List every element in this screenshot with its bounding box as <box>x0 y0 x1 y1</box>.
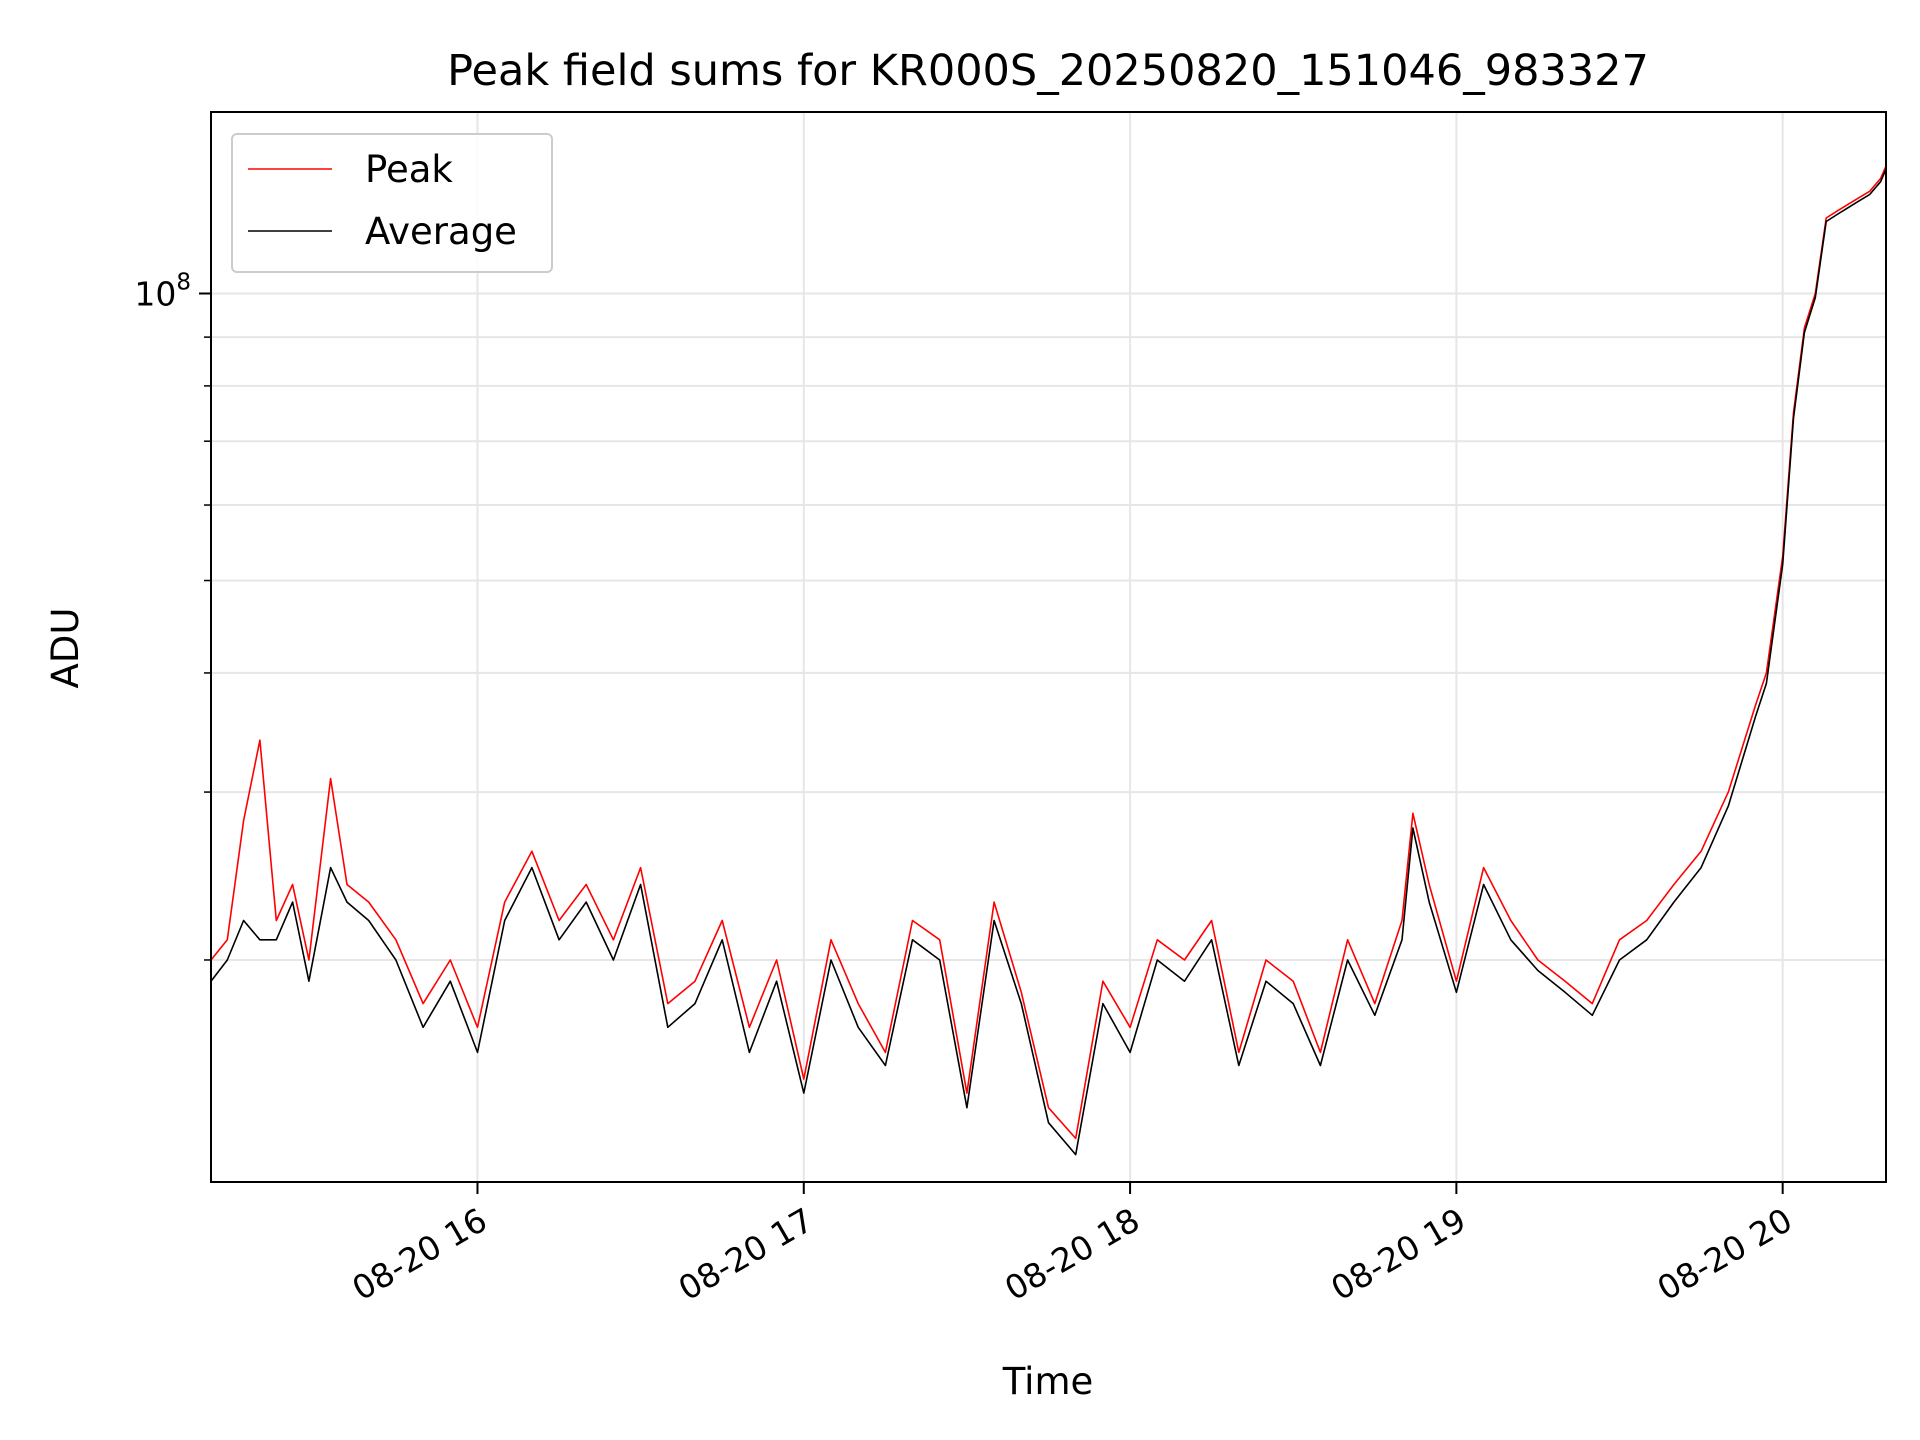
x-tick-label: 08-20 17 <box>672 1200 820 1308</box>
y-tick-base: 10 <box>134 274 176 313</box>
x-axis-label: Time <box>1002 1360 1094 1403</box>
legend: Peak Average <box>231 133 553 273</box>
y-tick-label: 108 <box>134 269 191 313</box>
x-tick-label: 08-20 18 <box>998 1200 1146 1308</box>
x-tick-label: 08-20 16 <box>345 1200 493 1308</box>
plot-lines <box>210 165 1887 1156</box>
plot-frame <box>210 111 1887 1183</box>
chart-title: Peak field sums for KR000S_20250820_1510… <box>447 46 1649 96</box>
y-axis-label: ADU <box>44 608 87 689</box>
x-tick-label: 08-20 20 <box>1651 1200 1799 1308</box>
legend-average-label: Average <box>365 210 517 253</box>
grid <box>211 112 1886 1182</box>
x-tick-label: 08-20 19 <box>1324 1200 1472 1308</box>
average-series-line <box>210 168 1887 1156</box>
ticks: 08-20 16 08-20 17 08-20 18 08-20 19 08-20 20… <box>134 269 1798 1308</box>
peak-series-line <box>210 165 1887 1140</box>
legend-peak-label: Peak <box>365 148 453 191</box>
y-tick-exponent: 8 <box>176 269 191 295</box>
